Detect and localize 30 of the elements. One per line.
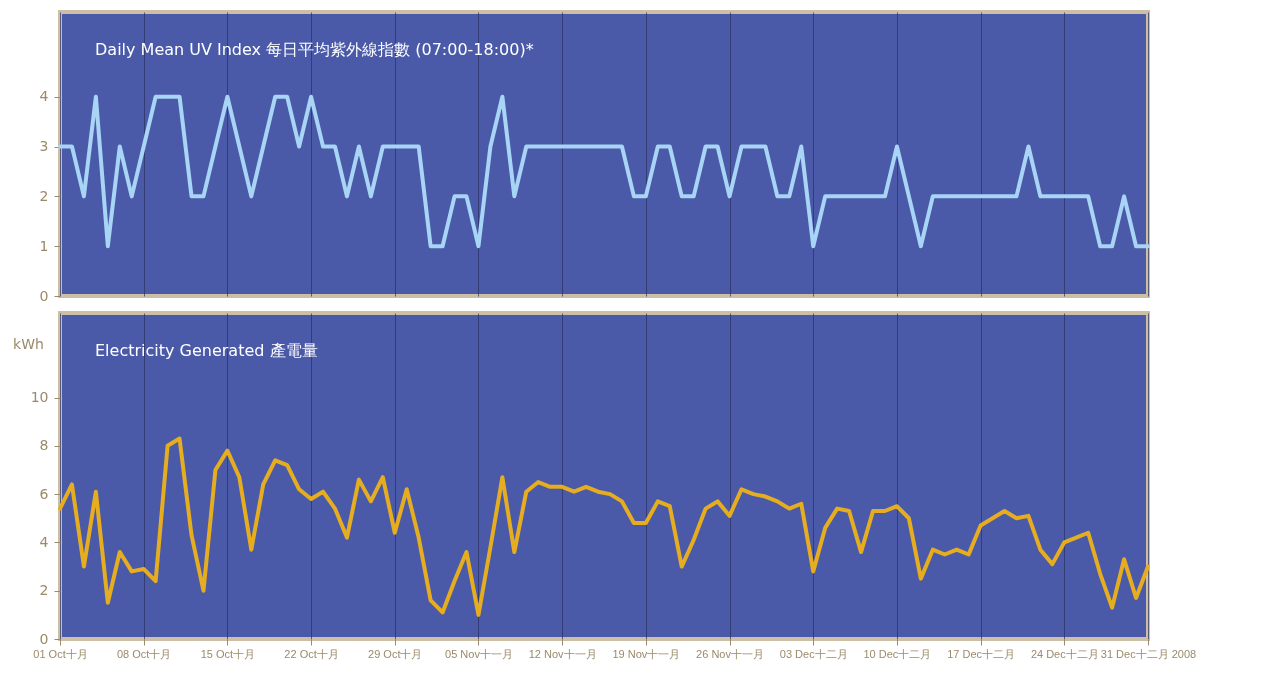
- y-tick-label: 8: [39, 437, 49, 454]
- y-tick-label: 0: [39, 287, 49, 304]
- y-tick-label: 2: [39, 187, 49, 204]
- x-tick-label: 08 Oct十月: [116, 647, 172, 660]
- y-tick-label: 2: [39, 582, 49, 599]
- x-tick-label: 26 Nov十一月: [696, 647, 764, 660]
- x-tick-label: 01 Oct十月: [33, 647, 88, 660]
- x-tick-label: 22 Oct十月: [284, 647, 339, 660]
- x-tick-label: 29 Oct十月: [368, 647, 423, 660]
- x-tick-label: 15 Oct十月: [200, 647, 256, 660]
- y-tick-label: 0: [39, 630, 49, 647]
- x-tick-label: 31 Dec十二月 2008: [1100, 647, 1197, 660]
- y-tick-label: 4: [39, 533, 49, 550]
- line-series: [58, 94, 1150, 249]
- x-tick-label: 17 Dec十二月: [947, 647, 1016, 660]
- line-series: [58, 436, 1150, 617]
- y-axis-title: kWh: [13, 335, 44, 352]
- y-tick-label: 4: [39, 88, 49, 105]
- x-tick-label: 10 Dec十二月: [863, 647, 932, 660]
- x-tick-label: 03 Dec十二月: [779, 647, 848, 660]
- y-tick-label: 10: [30, 389, 49, 406]
- y-tick-label: 3: [39, 138, 49, 155]
- x-tick-label: 12 Nov十一月: [528, 647, 597, 660]
- y-tick-label: 1: [39, 237, 49, 254]
- x-tick-label: 05 Nov十一月: [445, 647, 513, 660]
- text: Electricity Generated 產電量: [95, 341, 318, 360]
- x-tick-label: 19 Nov十一月: [612, 647, 681, 660]
- y-tick-label: 6: [39, 485, 49, 502]
- text: Daily Mean UV Index 每日平均紫外線指數 (07:00-18:00)*: [95, 40, 534, 59]
- x-tick-label: 24 Dec十二月: [1030, 647, 1099, 660]
